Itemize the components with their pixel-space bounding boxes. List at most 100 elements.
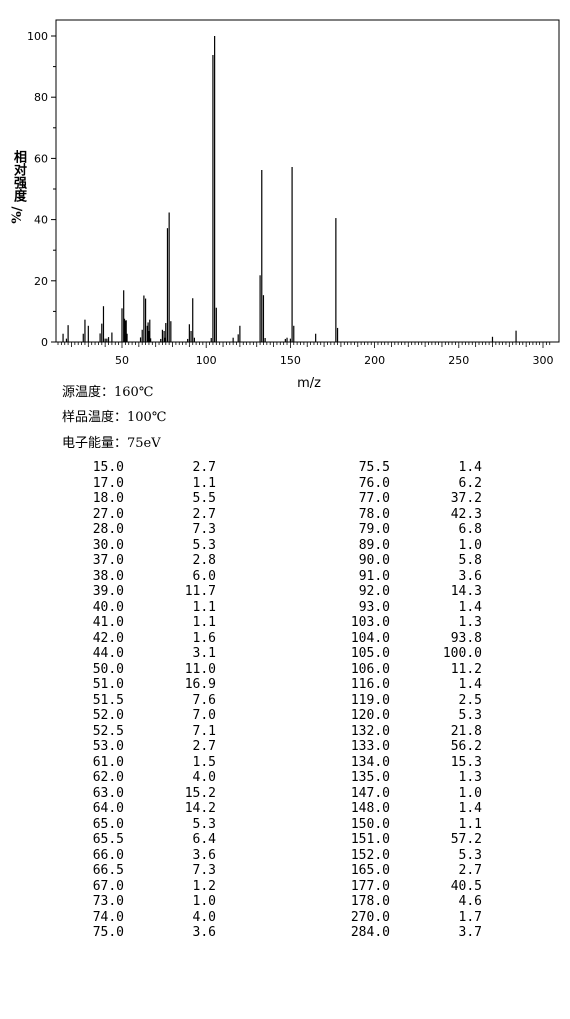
intensity-value: 1.4	[458, 801, 482, 816]
intensity-value: 1.1	[192, 615, 216, 630]
intensity-value: 6.2	[458, 475, 482, 491]
table-row: 30.0 5.3	[0, 538, 570, 554]
intensity-value: 3.7	[458, 925, 482, 940]
intensity-value: 1.1	[192, 599, 216, 615]
table-row: 15.0 2.7	[0, 460, 570, 476]
mz-value: 119.0	[350, 692, 390, 708]
peak-table-right-column: 75.5 1.4 76.0 6.2 77.0 37.2 78.0 42.3 79.0 6.8 89.…	[0, 460, 570, 941]
table-row: 64.0 14.2	[0, 801, 570, 817]
intensity-value: 2.7	[458, 863, 482, 878]
mz-value: 67.0	[92, 878, 124, 894]
intensity-value: 5.3	[192, 537, 216, 553]
mz-value: 51.5	[92, 692, 124, 708]
intensity-value: 3.6	[458, 568, 482, 584]
intensity-value: 1.0	[192, 894, 216, 909]
peak-table-left-column: 15.0 2.7 17.0 1.1 18.0 5.5 27.0 2.7 28.0 7.3 30.0 5…	[0, 460, 570, 941]
intensity-value: 100.0	[442, 646, 482, 661]
sample-temperature: 样品温度：100℃	[62, 410, 167, 425]
mz-value: 147.0	[350, 785, 390, 801]
mz-value: 120.0	[350, 708, 390, 723]
table-row: 270.0 1.7	[0, 910, 570, 926]
intensity-value: 1.0	[458, 785, 482, 801]
table-row: 75.5 1.4	[0, 460, 570, 476]
y-tick-label: 100	[27, 30, 48, 43]
mz-value: 39.0	[92, 584, 124, 599]
table-row: 147.0 1.0	[0, 786, 570, 802]
mz-value: 284.0	[350, 925, 390, 940]
mz-value: 270.0	[350, 909, 390, 925]
table-row: 105.0 100.0	[0, 646, 570, 662]
mz-value: 52.0	[92, 708, 124, 723]
mz-value: 15.0	[92, 460, 124, 475]
table-row: 106.0 11.2	[0, 662, 570, 678]
mz-value: 41.0	[92, 615, 124, 630]
table-row: 92.0 14.3	[0, 584, 570, 600]
table-row: 77.0 37.2	[0, 491, 570, 507]
table-row: 65.5 6.4	[0, 832, 570, 848]
mz-value: 165.0	[350, 863, 390, 878]
intensity-value: 7.6	[192, 692, 216, 708]
intensity-value: 2.7	[192, 739, 216, 754]
intensity-value: 57.2	[450, 832, 482, 847]
source-temperature: 源温度：160℃	[62, 385, 154, 400]
x-tick-label: 250	[448, 354, 469, 367]
table-row: 66.0 3.6	[0, 848, 570, 864]
y-axis-title: 相对强度 %/	[8, 150, 28, 224]
x-tick-label: 300	[533, 354, 554, 367]
intensity-value: 4.0	[192, 770, 216, 785]
intensity-value: 11.7	[184, 584, 216, 599]
mz-value: 74.0	[92, 909, 124, 925]
x-axis-title: m/z	[297, 376, 321, 391]
mz-value: 91.0	[358, 568, 390, 584]
table-row: 135.0 1.3	[0, 770, 570, 786]
intensity-value: 3.6	[192, 847, 216, 863]
mz-value: 93.0	[358, 599, 390, 615]
mz-value: 64.0	[92, 801, 124, 816]
table-row: 120.0 5.3	[0, 708, 570, 724]
mz-value: 89.0	[358, 537, 390, 553]
mz-value: 37.0	[92, 553, 124, 568]
intensity-value: 7.3	[192, 522, 216, 537]
intensity-value: 3.1	[192, 646, 216, 661]
intensity-value: 6.0	[192, 568, 216, 584]
intensity-value: 1.3	[458, 615, 482, 630]
table-row: 148.0 1.4	[0, 801, 570, 817]
intensity-value: 14.3	[450, 584, 482, 599]
mz-value: 51.0	[92, 677, 124, 692]
y-axis-title-text: 相对强度	[11, 150, 26, 202]
intensity-value: 1.1	[192, 475, 216, 491]
intensity-value: 1.6	[192, 630, 216, 646]
table-row: 133.0 56.2	[0, 739, 570, 755]
intensity-value: 7.0	[192, 708, 216, 723]
mz-value: 75.5	[358, 460, 390, 475]
intensity-value: 1.4	[458, 599, 482, 615]
intensity-value: 1.4	[458, 677, 482, 692]
table-row: 39.0 11.7	[0, 584, 570, 600]
table-row: 40.0 1.1	[0, 600, 570, 616]
intensity-value: 11.2	[450, 661, 482, 677]
intensity-value: 5.3	[458, 708, 482, 723]
y-tick-label: 60	[34, 152, 48, 165]
mz-value: 40.0	[92, 599, 124, 615]
y-tick-label: 0	[41, 336, 48, 349]
mz-value: 92.0	[358, 584, 390, 599]
table-row: 62.0 4.0	[0, 770, 570, 786]
x-tick-label: 150	[280, 354, 301, 367]
mz-value: 75.0	[92, 925, 124, 940]
table-row: 89.0 1.0	[0, 538, 570, 554]
mz-value: 66.5	[92, 863, 124, 878]
table-row: 50.0 11.0	[0, 662, 570, 678]
table-row: 76.0 6.2	[0, 476, 570, 492]
mz-value: 44.0	[92, 646, 124, 661]
table-row: 134.0 15.3	[0, 755, 570, 771]
mz-value: 132.0	[350, 723, 390, 739]
mz-value: 134.0	[350, 754, 390, 770]
mz-value: 65.0	[92, 816, 124, 832]
mz-value: 78.0	[358, 506, 390, 522]
intensity-value: 3.6	[192, 925, 216, 940]
x-axis: 50 100 150 200 250 300	[57, 342, 554, 367]
electron-energy: 电子能量：75eV	[62, 436, 161, 451]
intensity-value: 6.8	[458, 522, 482, 537]
table-row: 18.0 5.5	[0, 491, 570, 507]
y-axis-unit: %/	[10, 206, 25, 224]
